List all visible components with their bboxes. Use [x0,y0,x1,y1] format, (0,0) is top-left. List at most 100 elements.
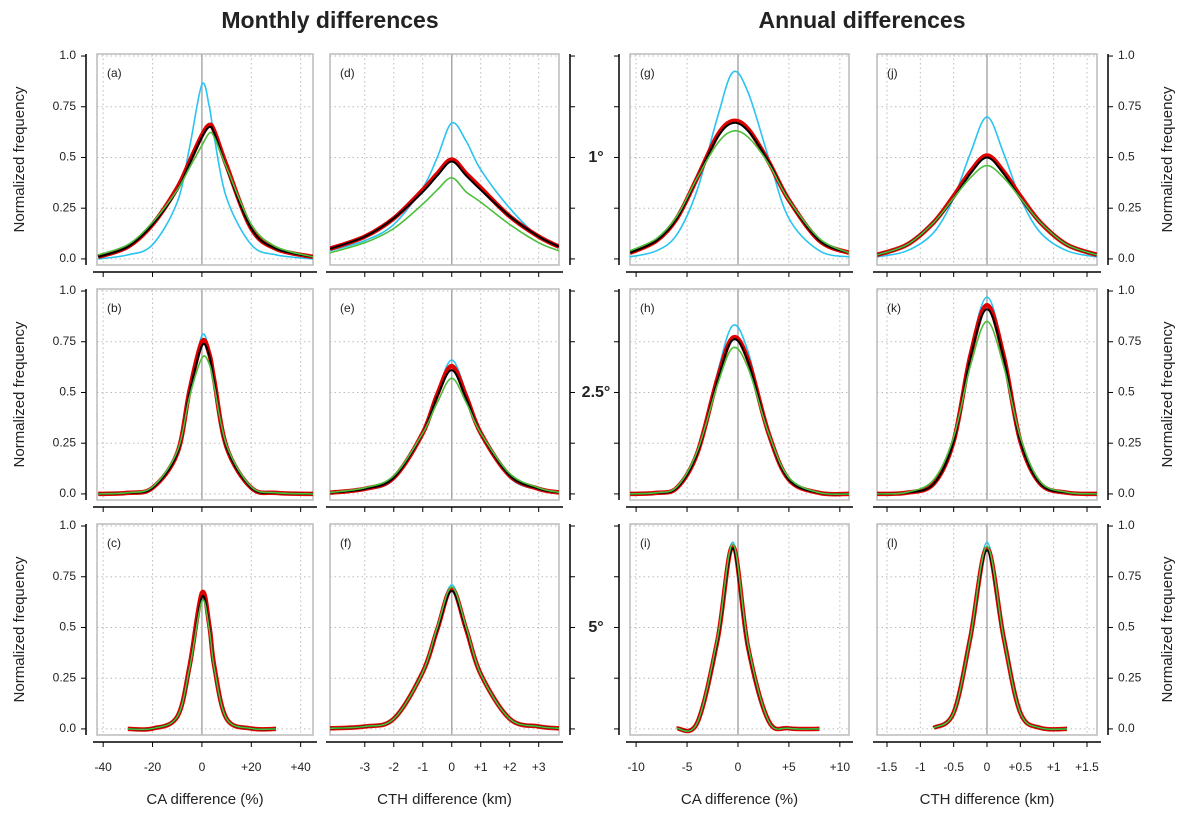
x-axis-label: CA difference (%) [681,791,798,808]
x-axis-label: CTH difference (km) [377,791,512,808]
x-tick-label: 0 [199,760,206,774]
curve [98,333,313,495]
x-tick-label: +1 [1047,760,1061,774]
heading: Annual differences [758,7,965,33]
panel-label: (k) [887,301,901,315]
y-tick-label: 0.25 [1118,670,1142,684]
curve [932,546,1068,732]
panel-frame [96,288,314,501]
heading: Monthly differences [221,7,438,33]
y-tick-label: 0.75 [53,569,77,583]
x-tick-label: +3 [532,760,546,774]
curve [933,545,1068,731]
panel-label: (h) [640,301,655,315]
curve [330,176,559,254]
panel-label: (l) [887,536,898,550]
x-tick-label: -10 [627,760,645,774]
curve [127,599,276,731]
panel-frame [876,288,1098,501]
y-tick-label: 1.0 [59,518,76,532]
curve [330,121,559,252]
y-axis-label: Normalized frequency [1159,556,1176,702]
curve [98,82,313,260]
curve [97,122,313,260]
row-label: 1° [588,149,603,166]
x-axis-label: CA difference (%) [146,791,263,808]
y-axis-label: Normalized frequency [11,86,28,232]
y-tick-label: 0.0 [59,486,76,500]
curve [630,338,849,496]
y-tick-label: 0.0 [59,721,76,735]
x-tick-label: -2 [388,760,399,774]
y-tick-label: 0.25 [53,670,77,684]
x-tick-label: +5 [782,760,796,774]
y-tick-label: 0.5 [1118,620,1135,634]
x-axis-label: CTH difference (km) [920,791,1055,808]
curve [630,70,849,258]
curve [330,586,559,730]
curve [97,131,313,258]
x-tick-label: 0 [448,760,455,774]
x-tick-label: +1.5 [1075,760,1099,774]
x-tick-label: -1.5 [877,760,898,774]
curve [676,543,820,732]
curve [877,320,1097,495]
x-tick-label: +20 [241,760,262,774]
y-tick-label: 1.0 [59,48,76,62]
curve [877,164,1097,256]
x-tick-label: -20 [144,760,162,774]
x-tick-label: +0.5 [1008,760,1032,774]
panel-label: (c) [107,536,121,550]
y-tick-label: 1.0 [59,283,76,297]
x-tick-label: -5 [682,760,693,774]
curve [330,377,559,494]
panel-label: (a) [107,66,122,80]
panel-frame [329,288,560,501]
y-axis-label: Normalized frequency [1159,86,1176,232]
panel-frame [876,53,1098,266]
y-tick-label: 0.5 [59,385,76,399]
y-tick-label: 0.25 [1118,200,1142,214]
y-tick-label: 0.75 [53,334,77,348]
x-tick-label: 0 [735,760,742,774]
curve [98,337,313,497]
curve [630,334,849,497]
x-tick-label: +2 [503,760,517,774]
curve [97,125,313,258]
y-tick-label: 0.5 [59,150,76,164]
panel-label: (j) [887,66,898,80]
x-tick-label: -40 [94,760,112,774]
x-tick-label: -1 [417,760,428,774]
x-tick-label: 0 [984,760,991,774]
y-axis-label: Normalized frequency [11,556,28,702]
row-label: 2.5° [582,384,611,401]
y-tick-label: 0.5 [1118,385,1135,399]
y-tick-label: 1.0 [1118,518,1135,532]
y-tick-label: 1.0 [1118,48,1135,62]
panel-frame [629,288,850,501]
curve [630,130,849,254]
panel-label: (g) [640,66,655,80]
panel-frame [329,53,560,266]
panel-label: (f) [340,536,351,550]
panel-frame [329,523,560,736]
panel-frame [96,53,314,266]
panel-frame [629,53,850,266]
curve [98,355,313,495]
panel-label: (e) [340,301,355,315]
y-axis-label: Normalized frequency [11,321,28,467]
row-label: 5° [588,619,603,636]
x-tick-label: -0.5 [943,760,964,774]
y-tick-label: 0.75 [1118,334,1142,348]
y-tick-label: 1.0 [1118,283,1135,297]
panel-frame [629,523,850,736]
curve [676,544,820,734]
x-tick-label: -1 [915,760,926,774]
y-tick-label: 0.0 [1118,486,1135,500]
y-tick-label: 0.75 [53,99,77,113]
curve [330,369,559,494]
curve [630,346,849,496]
curve [98,342,313,495]
y-tick-label: 0.25 [53,435,77,449]
